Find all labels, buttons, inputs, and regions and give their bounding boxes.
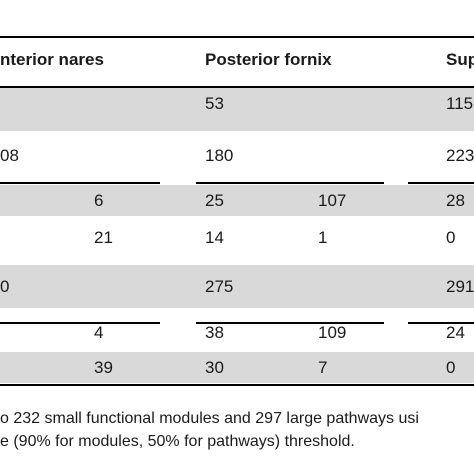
subcolumn-rule	[0, 322, 160, 324]
table-cell: 30	[205, 358, 224, 377]
table-cell: 0	[446, 358, 456, 377]
column-header-anterior-nares: nterior nares	[0, 50, 104, 69]
table-cell: 6	[94, 191, 104, 210]
table-cell: 223	[446, 146, 474, 165]
table-cell: 0	[0, 277, 10, 296]
table-cell: 39	[94, 358, 113, 377]
table-cell: 115	[446, 94, 474, 113]
table-cell: 109	[318, 323, 347, 342]
table-cell: 4	[94, 323, 104, 342]
table-cell: 1	[318, 228, 328, 247]
row-bg-3	[0, 185, 474, 216]
row-bg-1	[0, 88, 474, 131]
table-cell: 28	[446, 191, 465, 210]
header-bottom-rule	[0, 86, 474, 88]
subcolumn-rule	[408, 182, 474, 184]
row-bg-5	[0, 265, 474, 308]
column-header-supra: Sup	[446, 50, 474, 69]
subcolumn-rule	[196, 322, 384, 324]
table-cell: 25	[205, 191, 224, 210]
table-cell: 08	[0, 146, 19, 165]
subcolumn-rule	[0, 182, 160, 184]
table-cell: 24	[446, 323, 465, 342]
table-cell: 180	[205, 146, 234, 165]
subcolumn-rule	[408, 322, 474, 324]
table-cell: 0	[446, 228, 456, 247]
table-cell: 21	[94, 228, 113, 247]
table-footnote-line-2: e (90% for modules, 50% for pathways) th…	[0, 433, 355, 450]
row-bg-7	[0, 352, 474, 383]
column-header-posterior-fornix: Posterior fornix	[205, 50, 332, 69]
subcolumn-rule	[196, 182, 384, 184]
table-top-rule	[0, 36, 474, 38]
table-cell: 275	[205, 277, 234, 296]
table-cell: 53	[205, 94, 224, 113]
table-cell: 38	[205, 323, 224, 342]
table-cell: 107	[318, 191, 347, 210]
table-bottom-rule	[0, 384, 474, 386]
table-footnote-line-1: o 232 small functional modules and 297 l…	[0, 410, 419, 427]
table-cell: 14	[205, 228, 224, 247]
table-cell: 291	[446, 277, 474, 296]
table-cell: 7	[318, 358, 328, 377]
